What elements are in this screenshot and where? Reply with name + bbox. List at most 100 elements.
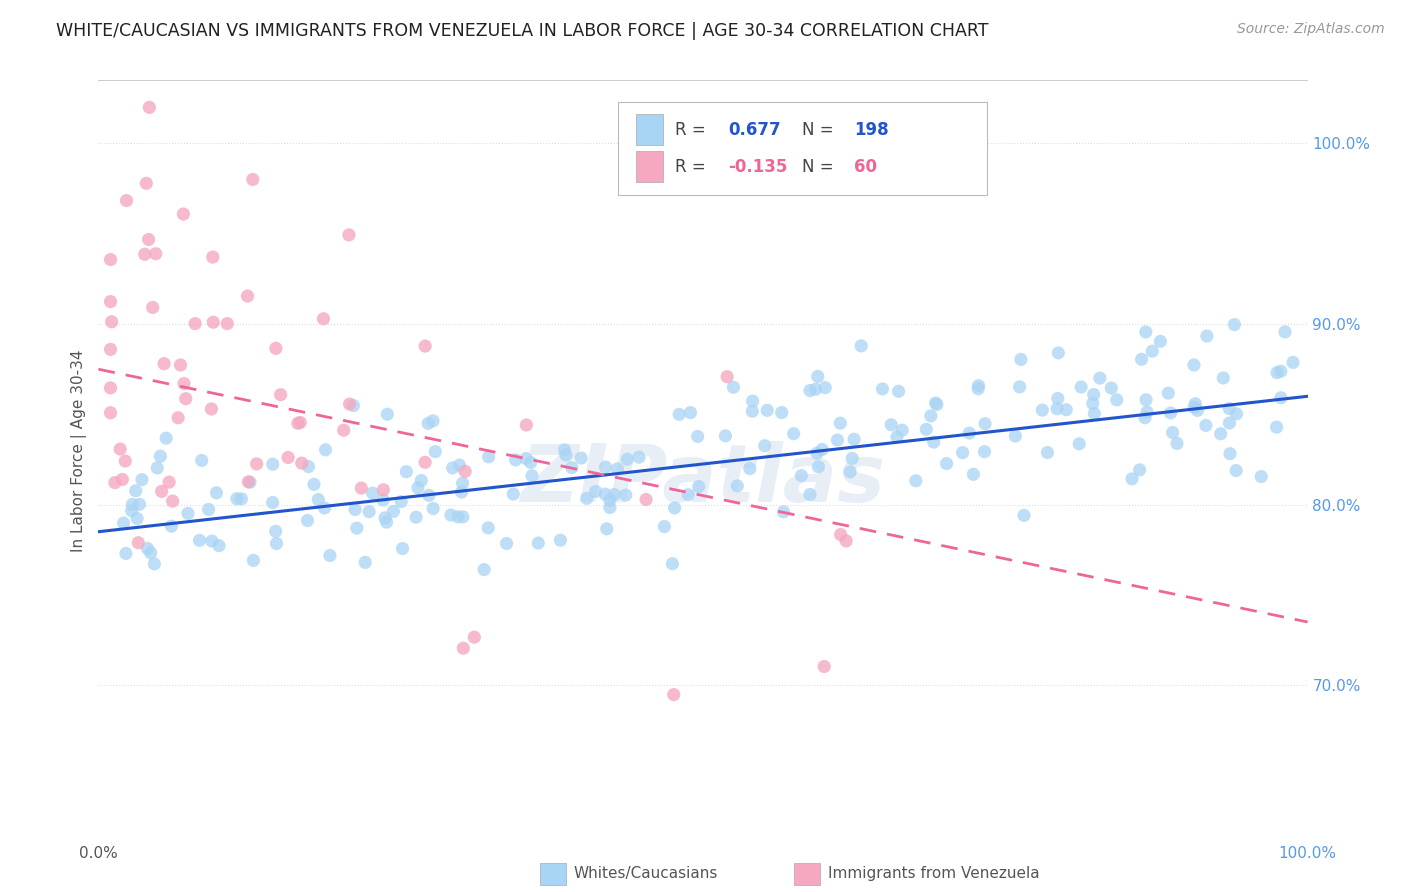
Point <box>952 445 974 459</box>
Point <box>830 416 852 430</box>
Point <box>664 500 686 515</box>
Point <box>554 442 576 457</box>
Point <box>115 194 138 208</box>
Point <box>162 494 184 508</box>
Point <box>596 522 619 536</box>
Point <box>575 491 598 506</box>
Point <box>332 423 354 437</box>
Point <box>599 493 621 508</box>
Point <box>104 475 127 490</box>
Point <box>967 378 990 392</box>
Point <box>138 100 160 114</box>
Point <box>478 450 501 464</box>
Point <box>127 535 149 549</box>
Point <box>872 382 894 396</box>
Point <box>172 207 194 221</box>
Point <box>842 432 865 446</box>
Point <box>839 465 862 479</box>
Point <box>915 422 938 436</box>
Point <box>100 294 122 309</box>
Text: -0.135: -0.135 <box>728 158 787 176</box>
Point <box>688 479 710 493</box>
Point <box>143 557 166 571</box>
Point <box>679 406 702 420</box>
Point <box>128 497 150 511</box>
Point <box>1160 406 1182 420</box>
Point <box>1157 386 1180 401</box>
Y-axis label: In Labor Force | Age 30-34: In Labor Force | Age 30-34 <box>72 349 87 552</box>
Point <box>354 555 377 569</box>
Point <box>422 501 444 516</box>
Point <box>201 250 224 264</box>
Point <box>139 546 162 560</box>
Point <box>374 511 396 525</box>
Point <box>519 456 541 470</box>
Point <box>100 315 122 329</box>
Point <box>447 509 470 524</box>
Point <box>264 342 287 356</box>
Point <box>1265 366 1288 380</box>
Point <box>418 417 440 431</box>
Point <box>661 557 683 571</box>
Point <box>967 382 990 396</box>
Point <box>418 488 440 502</box>
Point <box>741 394 763 409</box>
Point <box>425 444 447 458</box>
Point <box>654 519 676 533</box>
Point <box>922 435 945 450</box>
Point <box>603 487 626 501</box>
Point <box>505 453 527 467</box>
Text: N =: N = <box>803 121 839 139</box>
Point <box>962 467 984 482</box>
Point <box>957 426 980 441</box>
Point <box>1225 464 1247 478</box>
Point <box>121 503 143 517</box>
Point <box>1004 429 1026 443</box>
Point <box>1081 396 1104 410</box>
Point <box>463 630 485 644</box>
Point <box>841 451 863 466</box>
Point <box>1161 425 1184 440</box>
Point <box>373 483 395 497</box>
Point <box>389 494 412 508</box>
Point <box>1219 447 1241 461</box>
Point <box>550 533 572 548</box>
Point <box>1083 407 1105 421</box>
Point <box>413 339 436 353</box>
Point <box>121 498 143 512</box>
Point <box>200 402 222 417</box>
Point <box>266 536 288 550</box>
Point <box>830 527 852 541</box>
Point <box>662 688 685 702</box>
Point <box>440 508 463 522</box>
Point <box>441 461 464 475</box>
Point <box>1212 371 1234 385</box>
Point <box>811 442 834 457</box>
Point <box>125 483 148 498</box>
Point <box>1121 472 1143 486</box>
Point <box>314 500 336 515</box>
Point <box>188 533 211 548</box>
Point <box>167 410 190 425</box>
Point <box>375 515 398 529</box>
Point <box>1265 420 1288 434</box>
Point <box>627 450 650 465</box>
Point <box>756 403 779 417</box>
Point <box>197 502 219 516</box>
Point <box>1218 416 1240 430</box>
Point <box>527 536 550 550</box>
Point <box>114 454 136 468</box>
Point <box>450 485 472 500</box>
Point <box>1195 329 1218 343</box>
Point <box>177 507 200 521</box>
Point <box>614 488 637 502</box>
Text: N =: N = <box>803 158 839 176</box>
Point <box>149 449 172 463</box>
Point <box>350 481 373 495</box>
Point <box>453 641 475 656</box>
Point <box>827 433 849 447</box>
Point <box>1099 381 1122 395</box>
Point <box>297 459 319 474</box>
Point <box>287 417 309 431</box>
Point <box>799 487 821 501</box>
